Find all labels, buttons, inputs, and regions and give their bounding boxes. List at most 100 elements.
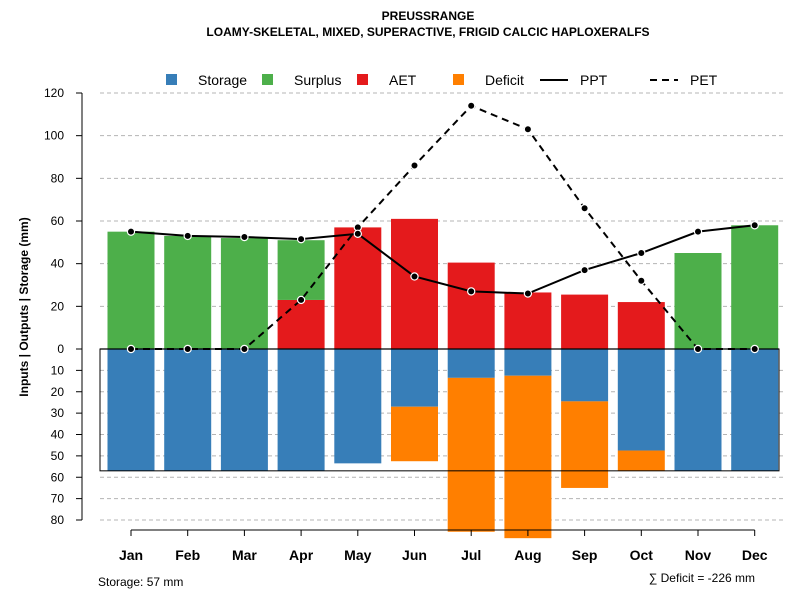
x-tick-label: Nov (685, 547, 712, 563)
ppt-point (410, 272, 419, 281)
y-axis-label: Inputs | Outputs | Storage (mm) (17, 217, 31, 396)
x-tick-label: Apr (289, 547, 314, 563)
ppt-point (240, 232, 249, 242)
storage-bar (447, 349, 495, 378)
surplus-bar (277, 240, 325, 300)
pet-legend-label: PET (690, 72, 718, 88)
y-tick-label: 60 (51, 214, 65, 228)
chart-title: PREUSSRANGE (382, 9, 475, 23)
axes: 0 20 40 60 80 100 120 10 20 30 40 50 60 70 80 Jan Feb Mar… (44, 86, 768, 563)
aet-bar (447, 262, 495, 349)
x-tick-label: Jun (402, 547, 427, 563)
y-tick-label: 10 (51, 363, 65, 377)
storage-bar (277, 349, 325, 471)
gridlines (100, 92, 783, 521)
pet-point (183, 344, 192, 354)
legend: Storage Surplus AET Deficit PPT PET (166, 72, 718, 88)
surplus-legend-swatch (262, 74, 273, 85)
aet-legend-swatch (357, 74, 368, 85)
y-tick-label: 30 (51, 406, 65, 420)
deficit-legend-swatch (453, 74, 464, 85)
surplus-bar (731, 225, 779, 349)
storage-legend-label: Storage (198, 72, 247, 88)
pet-point (580, 203, 589, 213)
storage-note: Storage: 57 mm (98, 575, 183, 589)
ppt-point (353, 229, 362, 238)
surplus-bar (674, 253, 722, 349)
storage-bar (617, 349, 665, 451)
x-tick-label: Jul (461, 547, 481, 563)
storage-bar (164, 349, 212, 471)
y-tick-label: 40 (51, 257, 65, 271)
storage-bar (334, 349, 382, 464)
x-tick-label: Aug (514, 547, 541, 563)
x-tick-label: Dec (742, 547, 768, 563)
y-tick-label: 20 (51, 385, 65, 399)
aet-bar (504, 292, 552, 349)
ppt-legend-label: PPT (580, 72, 608, 88)
storage-bar (504, 349, 552, 376)
deficit-bar (617, 450, 665, 471)
aet-bar (391, 218, 438, 349)
series-lines (126, 101, 759, 354)
pet-point (467, 101, 476, 111)
ppt-point (183, 231, 192, 241)
chart-subtitle: LOAMY-SKELETAL, MIXED, SUPERACTIVE, FRIG… (206, 25, 649, 39)
surplus-bar (107, 231, 155, 349)
x-tick-label: Mar (232, 547, 257, 563)
deficit-bar (391, 406, 438, 462)
x-tick-label: May (344, 547, 371, 563)
pet-point (750, 344, 759, 354)
storage-bar (561, 349, 609, 402)
ppt-point (126, 227, 136, 236)
pet-point (126, 344, 136, 354)
y-tick-label: 80 (51, 171, 65, 185)
x-tick-label: Sep (572, 547, 598, 563)
ppt-point (467, 287, 476, 296)
pet-point (410, 161, 419, 170)
pet-point (296, 295, 306, 305)
storage-bar (391, 349, 438, 407)
y-tick-label: 0 (57, 342, 64, 356)
aet-bar (561, 294, 609, 349)
pet-point (523, 125, 533, 134)
deficit-legend-label: Deficit (485, 72, 524, 88)
ppt-point (523, 289, 533, 298)
storage-bar (220, 349, 268, 471)
deficit-bar (504, 375, 552, 539)
x-tick-label: Oct (630, 547, 654, 563)
y-tick-label: 120 (44, 86, 64, 100)
ppt-point (296, 234, 306, 244)
ppt-point (750, 221, 759, 230)
aet-bar (617, 302, 665, 349)
storage-bar (674, 349, 722, 471)
y-tick-label: 40 (51, 428, 65, 442)
pet-line (131, 104, 755, 350)
surplus-legend-label: Surplus (294, 72, 341, 88)
pet-point (637, 276, 646, 285)
pet-point (240, 344, 249, 354)
ppt-line (130, 224, 755, 295)
storage-bar (731, 349, 779, 471)
y-tick-label: 60 (51, 470, 65, 484)
aet-bar (277, 299, 325, 349)
ppt-point (637, 248, 646, 258)
ppt-point (693, 227, 703, 236)
y-tick-label: 80 (51, 513, 65, 527)
x-tick-label: Feb (175, 547, 200, 563)
y-tick-label: 20 (51, 299, 65, 313)
aet-legend-label: AET (389, 72, 417, 88)
ppt-point (580, 265, 589, 275)
deficit-bar (447, 377, 495, 532)
surplus-bar (164, 235, 212, 349)
storage-bar (107, 349, 155, 471)
bars (99, 218, 780, 539)
deficit-bar (561, 401, 609, 488)
x-tick-label: Jan (119, 547, 143, 563)
surplus-bar (220, 238, 268, 349)
y-tick-label: 50 (51, 449, 65, 463)
y-tick-label: 100 (44, 129, 64, 143)
deficit-note: ∑ Deficit = -226 mm (649, 571, 755, 585)
pet-point (693, 344, 703, 354)
